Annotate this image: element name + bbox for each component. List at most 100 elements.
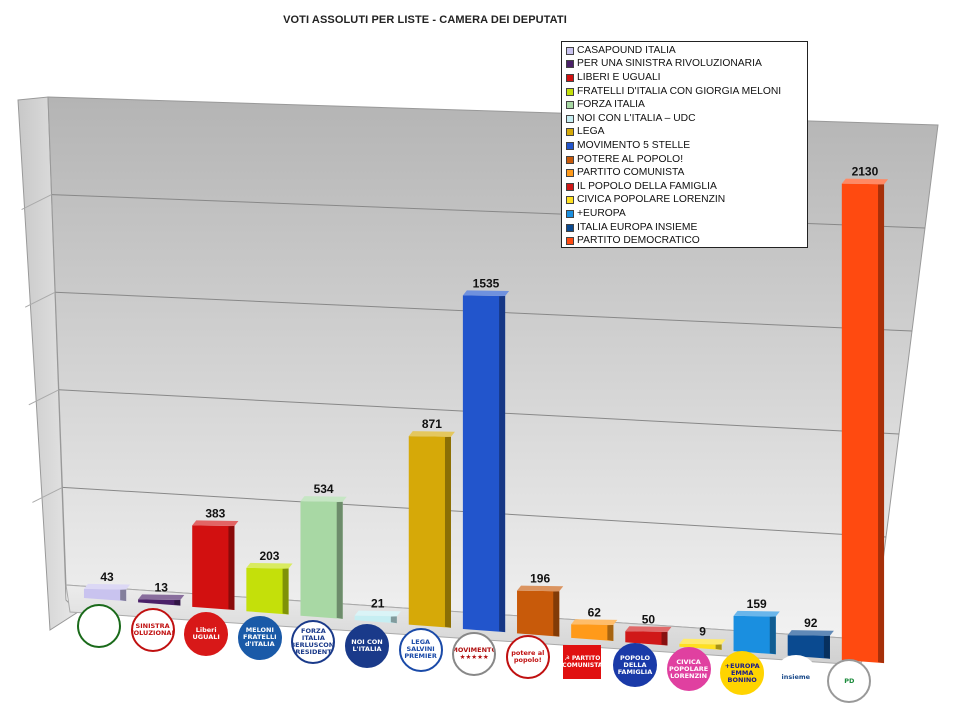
bar-side bbox=[390, 616, 397, 624]
bar-value-label: 62 bbox=[588, 605, 602, 619]
bar-side bbox=[228, 525, 235, 611]
bar-front bbox=[841, 183, 885, 664]
legend-swatch bbox=[566, 73, 574, 82]
legend-label: CIVICA POPOLARE LORENZIN bbox=[577, 194, 726, 206]
civica-popolare-logo-icon: CIVICA POPOLARE LORENZIN bbox=[666, 647, 713, 693]
bar bbox=[679, 638, 726, 650]
fratelli-italia-logo-icon: MELONI FRATELLI d'ITALIA bbox=[237, 615, 284, 662]
legend-item: IL POPOLO DELLA FAMIGLIA bbox=[566, 180, 803, 194]
legend-item: LIBERI E UGUALI bbox=[566, 71, 803, 85]
liberi-uguali-logo-icon: Liberi UGUALI bbox=[184, 611, 230, 658]
bar-side bbox=[607, 624, 614, 642]
bar-top bbox=[354, 610, 401, 617]
bar-front bbox=[571, 624, 614, 642]
bar-value-label: 43 bbox=[100, 570, 114, 584]
logo-text: MOVIMENTO ★★★★★ bbox=[452, 631, 497, 676]
bar bbox=[841, 178, 889, 664]
legend-item: NOI CON L'ITALIA – UDC bbox=[566, 112, 803, 126]
chart-legend: CASAPOUND ITALIA PER UNA SINISTRA RIVOLUZ… bbox=[561, 41, 808, 248]
bar-front bbox=[246, 567, 289, 615]
legend-label: IL POPOLO DELLA FAMIGLIA bbox=[577, 180, 717, 192]
bar-side bbox=[120, 589, 127, 602]
legend-label: NOI CON L'ITALIA – UDC bbox=[577, 112, 696, 124]
bar-value-label: 9 bbox=[699, 625, 706, 639]
legend-item: PARTITO DEMOCRATICO bbox=[566, 234, 803, 248]
legend-label: POTERE AL POPOLO! bbox=[577, 153, 684, 165]
bar-top bbox=[625, 626, 672, 632]
bar-top bbox=[787, 630, 834, 636]
logo-text: insieme bbox=[773, 655, 818, 700]
bar-value-label: 21 bbox=[371, 597, 385, 611]
bar bbox=[462, 290, 510, 633]
legend-swatch bbox=[566, 46, 574, 55]
logo-text: +EUROPA EMMA BONINO bbox=[720, 651, 765, 696]
sinistra-rivoluzionaria-logo-icon: SINISTRA RIVOLUZIONARIA bbox=[130, 607, 177, 654]
bar-value-label: 92 bbox=[804, 616, 818, 630]
gridline-side bbox=[28, 389, 60, 406]
logo-text: SINISTRA RIVOLUZIONARIA bbox=[130, 607, 175, 652]
lega-logo-icon: LEGA SALVINI PREMIER bbox=[398, 627, 445, 674]
partito-comunista-logo-icon: ☭ PARTITO COMUNISTA bbox=[559, 639, 605, 685]
legend-swatch bbox=[566, 87, 574, 96]
bar-side bbox=[336, 501, 343, 619]
legend-item: MOVIMENTO 5 STELLE bbox=[566, 139, 803, 153]
bar-value-label: 383 bbox=[205, 506, 225, 520]
bar bbox=[138, 594, 185, 606]
legend-swatch bbox=[566, 182, 574, 191]
legend-swatch bbox=[566, 128, 574, 137]
bar bbox=[787, 630, 834, 659]
logo-text: CIVICA POPOLARE LORENZIN bbox=[666, 647, 711, 692]
bar bbox=[625, 626, 672, 646]
potere-al-popolo-logo-icon: potere al popolo! bbox=[505, 635, 552, 681]
casapound-turtle-icon bbox=[77, 604, 123, 650]
bar-top bbox=[462, 290, 510, 297]
legend-label: ITALIA EUROPA INSIEME bbox=[577, 221, 698, 233]
bar-top bbox=[841, 178, 889, 185]
legend-label: LIBERI E UGUALI bbox=[577, 71, 661, 83]
logo-text: Liberi UGUALI bbox=[184, 611, 229, 656]
bar-value-label: 1535 bbox=[473, 276, 500, 290]
legend-item: CASAPOUND ITALIA bbox=[566, 44, 803, 58]
legend-item: FORZA ITALIA bbox=[566, 98, 803, 112]
popolo-famiglia-logo-icon: POPOLO DELLA FAMIGLIA bbox=[613, 643, 659, 689]
bar-value-label: 50 bbox=[642, 612, 656, 626]
logo-text: NOI CON L'ITALIA bbox=[345, 623, 389, 668]
legend-swatch bbox=[566, 141, 574, 150]
legend-item: ITALIA EUROPA INSIEME bbox=[566, 221, 803, 235]
legend-label: FRATELLI D'ITALIA CON GIORGIA MELONI bbox=[577, 85, 782, 97]
partito-democratico-logo-icon: PD bbox=[827, 659, 873, 705]
bar-side bbox=[823, 635, 830, 659]
legend-swatch bbox=[566, 155, 574, 164]
legend-item: LEGA bbox=[566, 126, 803, 140]
chart-title: VOTI ASSOLUTI PER LISTE - CAMERA DEI DEP… bbox=[283, 14, 567, 26]
legend-swatch bbox=[566, 209, 574, 218]
legend-label: PARTITO COMUNISTA bbox=[577, 167, 685, 179]
bar-top bbox=[192, 520, 239, 526]
legend-item: PER UNA SINISTRA RIVOLUZIONARIA bbox=[566, 58, 803, 72]
logo-text: MELONI FRATELLI d'ITALIA bbox=[237, 615, 282, 660]
logo-text: POPOLO DELLA FAMIGLIA bbox=[613, 643, 657, 688]
logo-text bbox=[77, 604, 121, 648]
bar-side bbox=[174, 600, 181, 606]
piu-europa-logo-icon: +EUROPA EMMA BONINO bbox=[720, 651, 766, 697]
bar bbox=[300, 496, 347, 619]
bar-side bbox=[715, 644, 722, 650]
bar-front bbox=[300, 501, 343, 619]
bar-value-label: 871 bbox=[422, 417, 442, 431]
bar-side bbox=[282, 568, 289, 615]
bar-top bbox=[571, 619, 618, 625]
bar-front bbox=[733, 615, 776, 655]
bar-side bbox=[444, 436, 451, 628]
bar-top bbox=[83, 583, 131, 590]
bar-front bbox=[83, 588, 127, 602]
legend-swatch bbox=[566, 169, 574, 178]
bar-side bbox=[553, 591, 560, 637]
bar-side bbox=[661, 631, 668, 646]
bar-top bbox=[679, 638, 726, 645]
gridline-side bbox=[24, 291, 56, 308]
bar-top bbox=[300, 496, 347, 502]
bar bbox=[408, 431, 455, 628]
legend-label: +EUROPA bbox=[577, 207, 626, 219]
bar-value-label: 2130 bbox=[852, 165, 879, 179]
logo-text: PD bbox=[827, 659, 872, 703]
